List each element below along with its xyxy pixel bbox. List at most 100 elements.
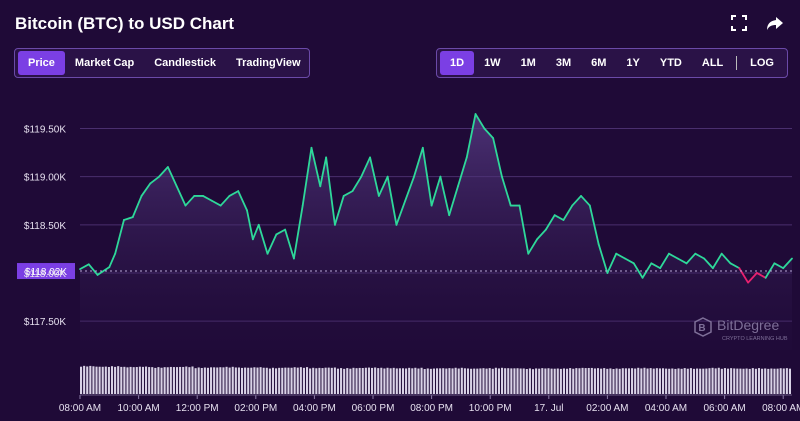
volume-bar [392,367,395,394]
volume-bar [210,367,213,394]
volume-bar [680,368,683,394]
range-all[interactable]: ALL [701,57,724,69]
range-6m[interactable]: 6M [591,57,607,69]
range-1w[interactable]: 1W [484,57,501,69]
price-line-segment [257,223,269,255]
volume-bar [309,368,312,394]
price-line-segment [421,146,433,207]
tab-candlestick[interactable]: Candlestick [154,57,216,69]
volume-bar [411,368,414,394]
price-line-segment [703,257,714,270]
price-line-segment [448,185,459,217]
volume-bar [541,368,544,394]
range-1d[interactable]: 1D [440,51,475,75]
price-line-segment [79,263,90,271]
volume-bar [110,366,114,394]
current-price-label: $118.02K [25,267,67,278]
volume-bar [507,368,510,394]
volume-bar [476,368,479,394]
volume-bar [578,368,581,394]
price-line-segment [319,156,328,188]
volume-bar [510,368,513,394]
price-line-segment [624,257,635,265]
page-title: Bitcoin (BTC) to USD Chart [15,14,235,33]
volume-bar [782,368,785,394]
volume-bar [751,368,754,394]
share-icon[interactable] [766,14,784,32]
volume-bar [336,368,340,394]
volume-bar [454,367,457,394]
price-chart[interactable]: $118.02K $117.50K $118.00K $118.50K $119.00… [0,90,800,421]
tab-market-cap[interactable]: Market Cap [74,57,135,69]
volume-bar [389,368,392,394]
price-line-segment [210,199,222,207]
volume-bar [572,368,575,394]
volume-bar [358,367,361,394]
price-line-segment [439,175,451,217]
price-line-segment [342,190,354,197]
volume-bar [315,368,318,394]
volume-bar [497,368,501,394]
volume-bar [634,368,637,394]
y-tick-label: $119.50K [24,125,66,136]
range-3m[interactable]: 3M [555,57,572,69]
price-line-segment [544,214,556,231]
volume-bar [275,368,278,394]
price-line-segment [474,113,486,130]
tab-price[interactable]: Price [18,51,65,75]
volume-bar [705,368,708,394]
price-line-segment [87,263,99,276]
volume-bar [723,368,726,394]
volume-bar [250,367,253,394]
volume-bar [148,367,151,394]
volume-bar [754,368,757,394]
volume-bar [730,368,733,394]
price-line-segment [301,146,313,207]
x-tick-label: 04:00 AM [645,403,687,414]
y-tick-label: $118.50K [24,221,66,232]
tab-tradingview[interactable]: TradingView [235,57,301,69]
price-line-segment [729,262,741,270]
volume-bar [182,366,185,394]
x-tick-label: 08:00 PM [410,403,453,414]
price-line-segment [615,252,626,260]
volume-bar [649,368,652,394]
volume-bar [405,368,408,394]
volume-bar [652,368,655,394]
price-line-segment [413,146,424,178]
price-line-segment [325,156,336,226]
volume-bar [175,367,179,394]
volume-bar [188,367,191,394]
price-line-segment [149,175,161,185]
volume-bar [593,368,596,394]
price-line-segment [580,195,591,207]
price-line-segment [360,156,371,178]
volume-bar [550,368,553,394]
log-scale-toggle[interactable]: LOG [750,57,774,69]
fullscreen-icon[interactable] [730,14,748,32]
volume-bar [544,368,547,394]
range-1m[interactable]: 1M [520,57,536,69]
range-1y[interactable]: 1Y [626,57,640,69]
volume-bar [689,368,692,394]
volume-bar [299,367,302,394]
price-line-segment [527,238,538,255]
volume-bar [206,367,210,394]
watermark-brand: BitDegree [717,317,779,333]
volume-bar [569,368,572,394]
volume-bar [785,368,788,394]
range-ytd[interactable]: YTD [659,57,682,69]
volume-bar [256,367,259,394]
volume-bar [185,366,188,394]
volume-bar [426,368,429,394]
volume-bar [699,368,702,394]
price-line-segment [334,195,345,226]
volume-bar [640,368,643,394]
price-line-segment [430,175,442,207]
volume-bar [244,367,247,394]
price-line-segment [237,190,248,212]
price-line-segment [175,185,187,207]
volume-bar [104,366,107,394]
volume-bar [692,368,696,394]
x-tick-label: 06:00 PM [352,403,395,414]
